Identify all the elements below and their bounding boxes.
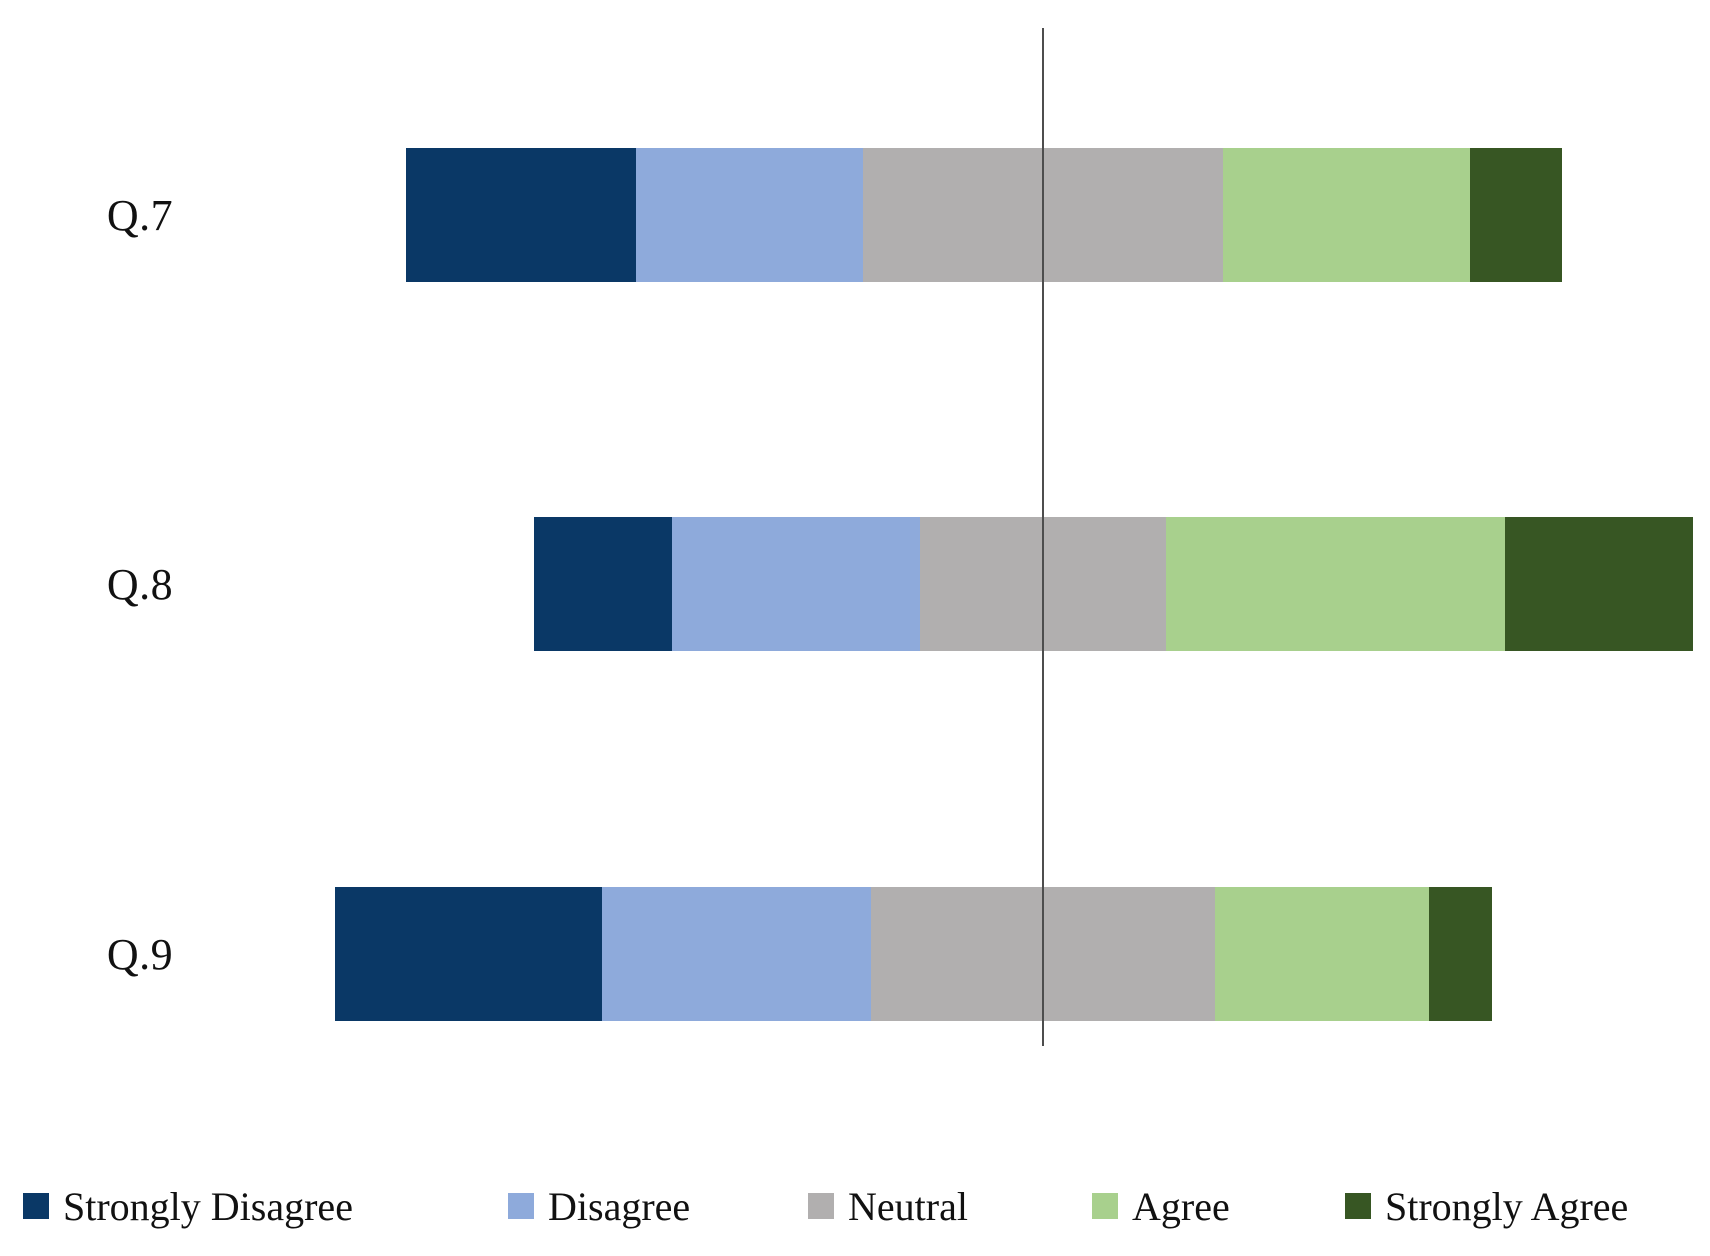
legend-label: Strongly Disagree [63, 1183, 353, 1229]
legend-item-strongly-agree: Strongly Agree [1345, 1180, 1628, 1232]
bar-segment-strongly-agree [1428, 887, 1493, 1021]
category-label-q9: Q.9 [106, 929, 174, 979]
bar-segment-disagree [636, 148, 864, 282]
legend-label: Disagree [548, 1183, 691, 1229]
bar-segment-disagree [601, 887, 872, 1021]
bar-segment-agree [1214, 887, 1429, 1021]
bar-segment-strongly-disagree [335, 887, 602, 1021]
bar-segment-strongly-disagree [534, 517, 673, 651]
bar-segment-strongly-disagree [406, 148, 637, 282]
legend-label: Strongly Agree [1385, 1183, 1629, 1229]
legend-item-strongly-disagree: Strongly Disagree [23, 1180, 353, 1232]
bar-row-q9 [335, 887, 1493, 1021]
bar-segment-agree [1222, 148, 1471, 282]
bar-segment-disagree [672, 517, 920, 651]
category-label-q8: Q.8 [106, 559, 174, 609]
legend-label: Neutral [848, 1183, 968, 1229]
legend-swatch-icon [508, 1193, 534, 1219]
bar-row-q8 [534, 517, 1693, 651]
bar-segment-strongly-agree [1505, 517, 1693, 651]
legend-swatch-icon [1345, 1193, 1371, 1219]
category-label-q7: Q.7 [106, 190, 174, 240]
bar-row-q7 [406, 148, 1562, 282]
legend-item-agree: Agree [1092, 1180, 1230, 1232]
legend-swatch-icon [1092, 1193, 1118, 1219]
legend-item-neutral: Neutral [808, 1180, 968, 1232]
bar-segment-agree [1166, 517, 1506, 651]
legend-swatch-icon [808, 1193, 834, 1219]
bar-segment-strongly-agree [1470, 148, 1562, 282]
axis-centerline [1042, 28, 1044, 1046]
legend-item-disagree: Disagree [508, 1180, 690, 1232]
legend-label: Agree [1132, 1183, 1230, 1229]
legend-swatch-icon [23, 1193, 49, 1219]
